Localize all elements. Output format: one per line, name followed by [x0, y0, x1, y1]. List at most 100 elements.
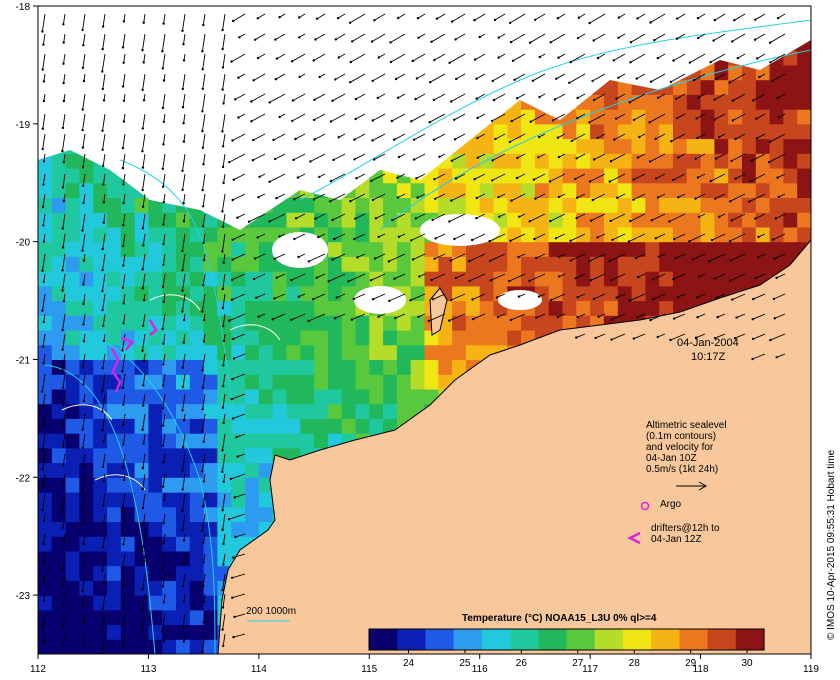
sst-cell — [355, 359, 370, 375]
sst-cell — [162, 359, 177, 375]
velocity-arrow-head — [42, 519, 46, 522]
sst-cell — [203, 580, 218, 596]
sst-cell — [134, 226, 149, 243]
velocity-arrow — [474, 13, 486, 21]
velocity-arrow — [678, 193, 686, 198]
sst-cell — [93, 521, 108, 537]
sst-cell — [51, 609, 67, 626]
sst-cell — [272, 359, 288, 375]
sst-cell — [576, 256, 591, 272]
sst-cell — [631, 153, 646, 169]
sst-cell — [51, 595, 67, 611]
velocity-arrow-head — [201, 146, 205, 149]
velocity-arrow — [201, 33, 206, 52]
colorbar-swatch — [453, 629, 483, 650]
velocity-arrow — [577, 313, 586, 318]
sst-cell — [79, 595, 94, 611]
velocity-arrow-head — [62, 41, 65, 44]
sst-cell — [783, 241, 798, 257]
velocity-arrow — [529, 33, 546, 44]
velocity-arrow-head — [182, 43, 185, 46]
sst-cell — [314, 330, 329, 346]
sst-cell — [134, 477, 149, 493]
velocity-arrow — [183, 593, 186, 602]
velocity-arrow — [533, 173, 546, 181]
velocity-arrow — [42, 173, 46, 185]
velocity-arrow-head — [688, 61, 692, 64]
velocity-arrow — [416, 73, 426, 79]
velocity-arrow-head — [454, 276, 458, 280]
sst-cell — [507, 168, 522, 184]
velocity-arrow — [232, 553, 246, 559]
velocity-arrow — [234, 93, 246, 100]
velocity-arrow — [455, 33, 466, 40]
velocity-arrow-head — [557, 155, 561, 159]
sst-cell — [493, 256, 508, 272]
velocity-arrow — [62, 233, 66, 248]
velocity-arrow — [291, 53, 306, 62]
velocity-arrow — [142, 413, 146, 430]
velocity-arrow-head — [532, 178, 536, 181]
velocity-arrow — [349, 13, 366, 24]
sst-cell — [272, 433, 288, 449]
sst-cell — [617, 226, 633, 243]
velocity-arrow-head — [588, 180, 592, 183]
sst-cell — [396, 241, 412, 257]
velocity-arrow-head — [291, 99, 295, 102]
velocity-arrow-head — [331, 258, 334, 261]
sst-cell — [176, 624, 191, 640]
sst-cell — [327, 315, 343, 331]
sst-cell — [65, 212, 80, 228]
velocity-arrow-head — [62, 81, 65, 85]
velocity-arrow-head — [182, 140, 186, 143]
sst-cell — [603, 241, 619, 257]
velocity-arrow-head — [329, 179, 333, 183]
sst-cell — [65, 565, 80, 581]
sst-cell — [51, 477, 67, 493]
sst-cell — [51, 388, 67, 405]
sst-cell — [728, 153, 743, 169]
velocity-arrow — [142, 593, 146, 610]
velocity-arrow-head — [493, 18, 497, 22]
velocity-arrow — [752, 333, 766, 340]
sst-cell — [493, 315, 508, 331]
colorbar-outline — [368, 628, 765, 651]
sst-cell — [38, 433, 53, 449]
sst-cell — [258, 506, 274, 522]
sst-cell — [631, 256, 646, 272]
velocity-arrow — [162, 253, 166, 265]
sst-cell — [797, 94, 811, 110]
velocity-arrow-head — [694, 157, 697, 160]
colorbar-tick-label: 25 — [459, 658, 471, 669]
velocity-arrow-head — [775, 356, 778, 359]
sst-cell — [286, 212, 301, 228]
velocity-arrow-head — [694, 336, 698, 339]
velocity-arrow — [731, 213, 746, 221]
velocity-arrow-head — [729, 259, 733, 262]
sst-cell — [148, 639, 163, 654]
velocity-arrow-head — [373, 19, 376, 22]
velocity-arrow — [697, 13, 706, 19]
sst-cell — [562, 226, 577, 243]
sst-cell — [189, 271, 205, 287]
velocity-arrow-head — [231, 576, 234, 579]
velocity-arrow-head — [162, 242, 165, 246]
velocity-arrow — [616, 293, 626, 299]
contour-line — [119, 159, 236, 421]
velocity-arrow-head — [221, 225, 225, 228]
velocity-arrow — [43, 573, 46, 582]
sst-cell — [714, 79, 729, 95]
velocity-arrow-head — [371, 139, 374, 142]
sst-cell — [769, 197, 784, 213]
velocity-arrow — [394, 273, 406, 280]
velocity-arrow-head — [576, 96, 579, 100]
velocity-arrow — [630, 33, 646, 43]
sst-cell — [189, 212, 205, 228]
velocity-arrow-head — [371, 119, 374, 122]
velocity-arrow — [577, 193, 586, 199]
sst-cell — [369, 374, 384, 390]
sst-cell — [51, 153, 67, 169]
velocity-arrow-head — [101, 247, 104, 251]
velocity-arrow — [43, 533, 46, 544]
colorbar-swatch — [707, 629, 737, 650]
